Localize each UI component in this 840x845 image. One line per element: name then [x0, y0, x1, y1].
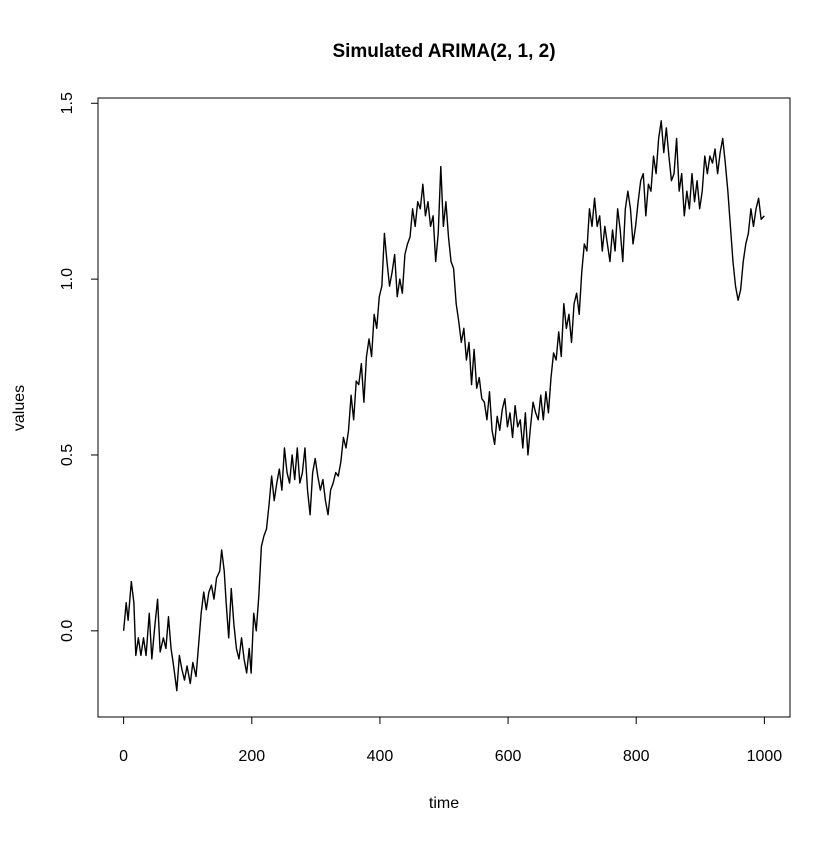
x-tick-label: 800	[623, 748, 650, 765]
x-tick-label: 0	[119, 748, 128, 765]
y-axis-label: values	[11, 385, 28, 431]
x-tick-label: 400	[367, 748, 394, 765]
x-tick-label: 600	[495, 748, 522, 765]
x-tick-label: 1000	[747, 748, 783, 765]
y-tick-label: 0.0	[59, 620, 76, 642]
y-tick-label: 1.0	[59, 268, 76, 290]
y-tick-label: 1.5	[59, 92, 76, 114]
chart-title: Simulated ARIMA(2, 1, 2)	[332, 41, 555, 62]
x-axis-label: time	[429, 795, 459, 812]
x-tick-label: 200	[238, 748, 265, 765]
y-tick-label: 0.5	[59, 444, 76, 466]
plot-frame	[97, 97, 791, 718]
series-line	[122, 120, 765, 692]
